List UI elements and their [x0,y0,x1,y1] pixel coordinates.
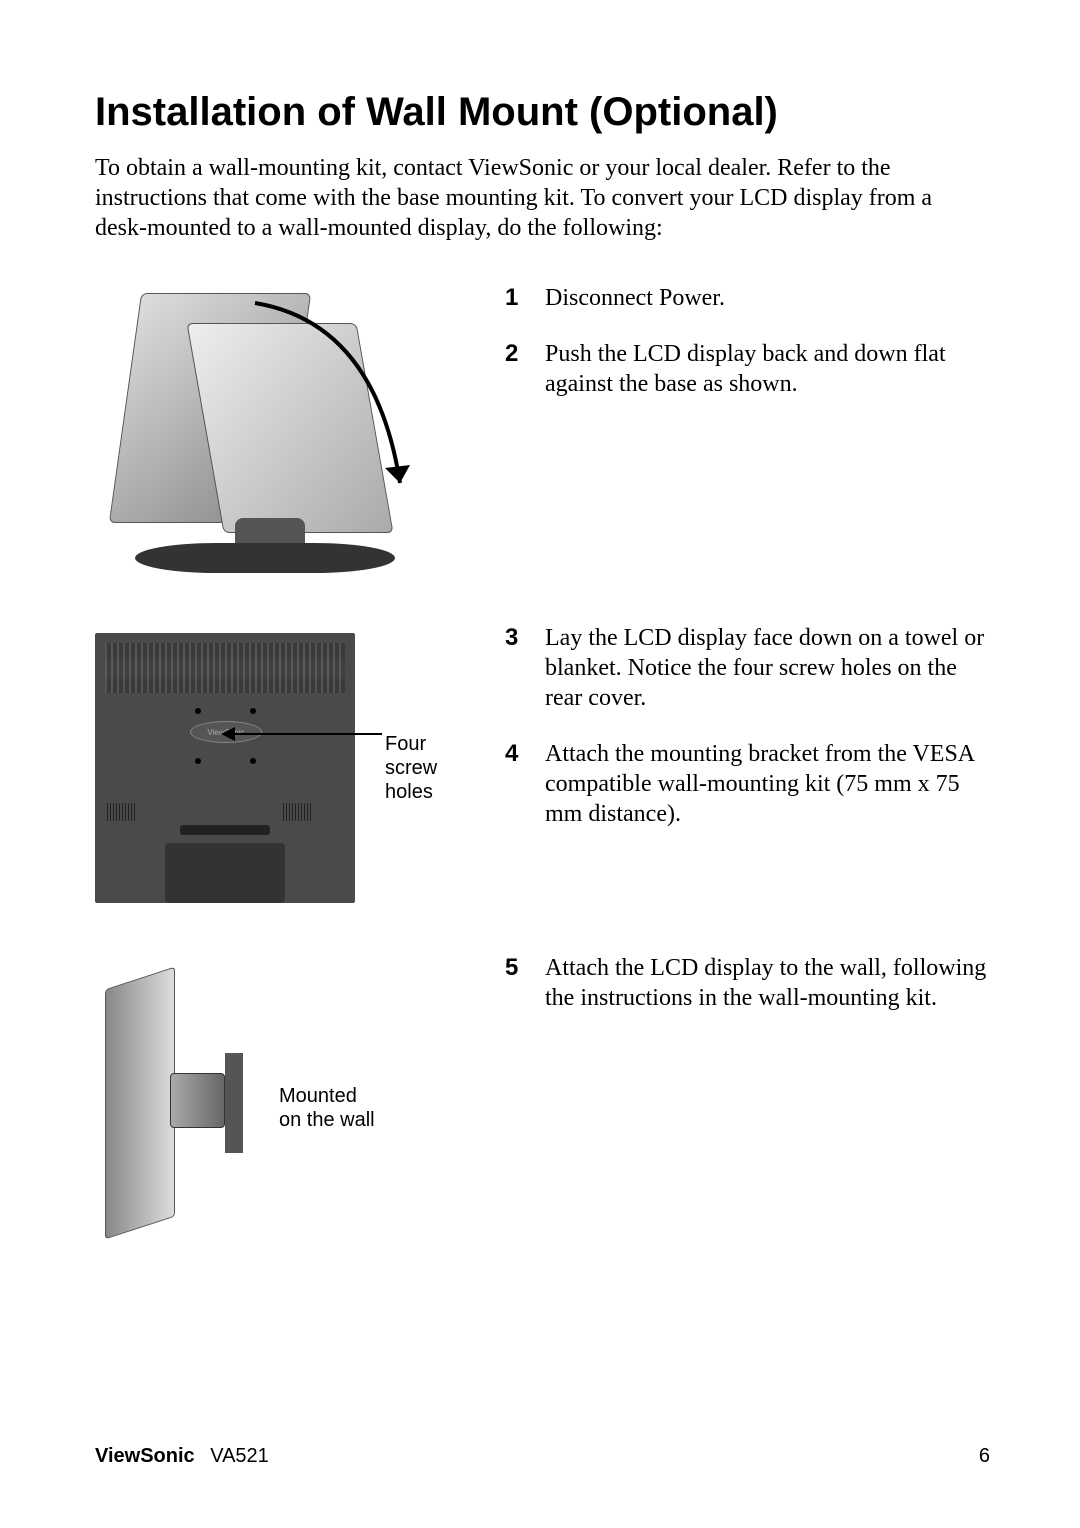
callout-arrow-head-icon [221,727,235,741]
figure-1-col [95,283,475,573]
step-3: 3 Lay the LCD display face down on a tow… [505,623,990,713]
figure-wallmount-wrap: Mounted on the wall [95,973,475,1243]
step-number: 1 [505,283,545,313]
mounted-label: Mounted on the wall [279,1084,399,1132]
manual-page: Installation of Wall Mount (Optional) To… [0,0,1080,1528]
step-number: 2 [505,339,545,399]
label-line: screw [385,756,455,780]
callout-arrow-line [227,733,382,735]
figure-wall-mounted [95,973,275,1243]
steps-3-4: 3 Lay the LCD display face down on a tow… [475,623,990,855]
wall-surface [225,1053,243,1153]
label-line: Four [385,732,455,756]
step-number: 5 [505,953,545,1013]
monitor-stand-rear [165,843,285,903]
label-line: on the wall [279,1108,399,1132]
step-4: 4 Attach the mounting bracket from the V… [505,739,990,829]
monitor-side-view [105,967,175,1240]
monitor-base [135,543,395,573]
screw-hole-icon [250,758,256,764]
vent-panel-mid [105,659,345,679]
section-3: Mounted on the wall 5 Attach the LCD dis… [95,953,990,1243]
figure-rear-monitor: ViewSonic [95,633,355,903]
step-text: Push the LCD display back and down flat … [545,339,990,399]
step-text: Disconnect Power. [545,283,725,313]
label-line: Mounted [279,1084,399,1108]
step-text: Lay the LCD display face down on a towel… [545,623,990,713]
intro-paragraph: To obtain a wall-mounting kit, contact V… [95,153,990,243]
step-1: 1 Disconnect Power. [505,283,990,313]
steps-1-2: 1 Disconnect Power. 2 Push the LCD displ… [475,283,990,425]
stand-slot [180,825,270,835]
step-5: 5 Attach the LCD display to the wall, fo… [505,953,990,1013]
page-title: Installation of Wall Mount (Optional) [95,90,990,135]
step-number: 4 [505,739,545,829]
step-text: Attach the mounting bracket from the VES… [545,739,990,829]
step-number: 3 [505,623,545,713]
footer-brand: ViewSonic [95,1445,195,1467]
figure-2-col: ViewSonic Four screw holes [95,623,475,903]
mounting-bracket [170,1073,225,1128]
page-number: 6 [979,1445,990,1468]
figure-3-col: Mounted on the wall [95,953,475,1243]
page-footer: ViewSonic VA521 6 [95,1445,990,1468]
vent-right [283,803,313,821]
tilt-arrow-icon [235,293,435,523]
footer-left: ViewSonic VA521 [95,1445,269,1468]
step-5-col: 5 Attach the LCD display to the wall, fo… [475,953,990,1039]
step-text: Attach the LCD display to the wall, foll… [545,953,990,1013]
step-2: 2 Push the LCD display back and down fla… [505,339,990,399]
screw-holes-label: Four screw holes [385,732,455,804]
vent-left [107,803,137,821]
screw-hole-icon [195,708,201,714]
section-1: 1 Disconnect Power. 2 Push the LCD displ… [95,283,990,573]
figure-rear-wrap: ViewSonic Four screw holes [95,633,475,903]
label-line: holes [385,780,455,804]
screw-hole-icon [195,758,201,764]
screw-hole-icon [250,708,256,714]
section-2: ViewSonic Four screw holes [95,623,990,903]
figure-tilt-monitor [115,283,445,573]
footer-model: VA521 [210,1445,269,1467]
